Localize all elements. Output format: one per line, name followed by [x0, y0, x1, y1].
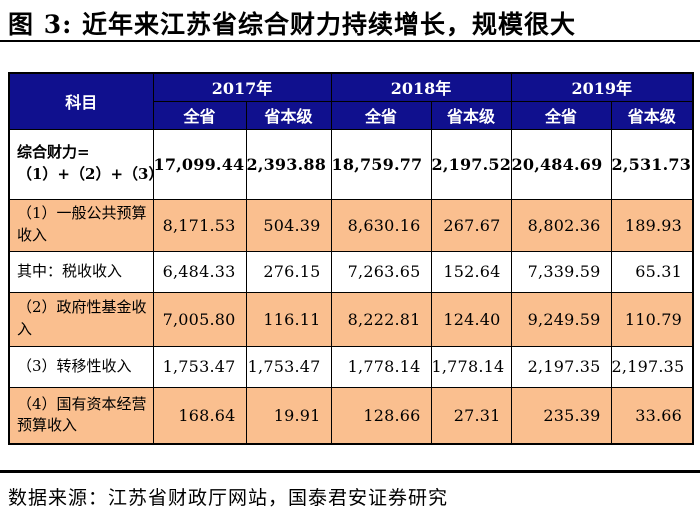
value-cell: 27.31: [430, 386, 512, 445]
row-label: （4）国有资本经营预算收入: [8, 386, 154, 445]
subcol-header-province-2019: 全省: [510, 100, 612, 130]
table-row-government-funds: （2）政府性基金收入 7,005.80 116.11 8,222.81 124.…: [8, 291, 694, 347]
row-label: （1）一般公共预算收入: [8, 198, 154, 252]
value-cell: 7,339.59: [510, 250, 612, 293]
value-cell: 110.79: [610, 291, 694, 347]
source-divider: [0, 470, 700, 473]
row-label: （3）转移性收入: [8, 345, 154, 388]
value-cell: 267.67: [430, 198, 512, 252]
value-cell: 17,099.44: [152, 128, 247, 200]
value-cell: 8,171.53: [152, 198, 247, 252]
table-row-state-capital-budget: （4）国有资本经营预算收入 168.64 19.91 128.66 27.31 …: [8, 386, 694, 445]
value-cell: 20,484.69: [510, 128, 612, 200]
value-cell: 235.39: [510, 386, 612, 445]
value-cell: 124.40: [430, 291, 512, 347]
value-cell: 2,197.35: [510, 345, 612, 388]
title-divider: [0, 40, 700, 42]
year-header-2017: 2017年: [152, 72, 332, 102]
subcol-header-provincial-level-2019: 省本级: [610, 100, 694, 130]
table-row-total: 综合财力=（1）+（2）+（3）+（4） 17,099.44 2,393.88 …: [8, 128, 694, 200]
year-header-2018: 2018年: [330, 72, 512, 102]
value-cell: 7,263.65: [330, 250, 432, 293]
table-row-transfer-income: （3）转移性收入 1,753.47 1,753.47 1,778.14 1,77…: [8, 345, 694, 388]
value-cell: 189.93: [610, 198, 694, 252]
header-row-years: 科目 2017年 2018年 2019年: [8, 72, 694, 130]
header-row-scope: 全省 省本级 全省 省本级 全省 省本级: [9, 100, 694, 130]
table-row-general-budget: （1）一般公共预算收入 8,171.53 504.39 8,630.16 267…: [8, 198, 694, 252]
value-cell: 65.31: [610, 250, 694, 293]
subcol-header-provincial-level-2017: 省本级: [245, 100, 332, 130]
value-cell: 19.91: [245, 386, 332, 445]
subject-column-header: 科目: [8, 72, 154, 130]
value-cell: 1,753.47: [152, 345, 247, 388]
value-cell: 1,778.14: [330, 345, 432, 388]
value-cell: 2,197.52: [430, 128, 512, 200]
value-cell: 152.64: [430, 250, 512, 293]
value-cell: 2,393.88: [245, 128, 332, 200]
value-cell: 8,630.16: [330, 198, 432, 252]
subcol-header-province-2017: 全省: [152, 100, 247, 130]
value-cell: 8,802.36: [510, 198, 612, 252]
figure-title: 图 3: 近年来江苏省综合财力持续增长，规模很大: [8, 10, 577, 39]
value-cell: 276.15: [245, 250, 332, 293]
value-cell: 116.11: [245, 291, 332, 347]
row-label: 其中：税收收入: [8, 250, 154, 293]
value-cell: 18,759.77: [330, 128, 432, 200]
value-cell: 7,005.80: [152, 291, 247, 347]
subcol-header-province-2018: 全省: [330, 100, 432, 130]
table-row-tax-revenue: 其中：税收收入 6,484.33 276.15 7,263.65 152.64 …: [8, 250, 694, 293]
row-label: （2）政府性基金收入: [8, 291, 154, 347]
value-cell: 9,249.59: [510, 291, 612, 347]
value-cell: 504.39: [245, 198, 332, 252]
value-cell: 8,222.81: [330, 291, 432, 347]
value-cell: 1,753.47: [245, 345, 332, 388]
year-header-2019: 2019年: [510, 72, 694, 102]
value-cell: 1,778.14: [430, 345, 512, 388]
value-cell: 128.66: [330, 386, 432, 445]
subcol-header-provincial-level-2018: 省本级: [430, 100, 512, 130]
data-source: 数据来源：江苏省财政厅网站，国泰君安证券研究: [8, 487, 449, 509]
value-cell: 168.64: [152, 386, 247, 445]
comprehensive-finance-table: 科目 2017年 2018年 2019年 全省 省本级 全省 省本级 全省 省本…: [8, 72, 695, 445]
row-label: 综合财力=（1）+（2）+（3）+（4）: [8, 128, 154, 200]
value-cell: 2,531.73: [610, 128, 694, 200]
value-cell: 2,197.35: [610, 345, 694, 388]
value-cell: 6,484.33: [152, 250, 247, 293]
value-cell: 33.66: [610, 386, 694, 445]
